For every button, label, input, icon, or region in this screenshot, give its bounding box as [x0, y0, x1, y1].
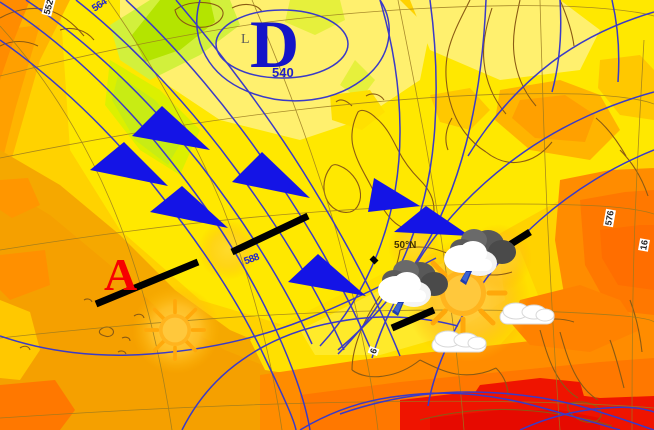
contour-label-16: 16	[638, 238, 650, 252]
sun-icon	[144, 299, 206, 361]
rain-cloud-icon	[378, 260, 448, 316]
low-pressure-marker-l: L	[241, 32, 250, 47]
cloud-icon	[431, 330, 487, 353]
cloud-icon	[499, 302, 555, 325]
low-pressure-marker-d: D	[250, 6, 300, 82]
low-pressure-value: 540	[272, 65, 294, 80]
rain-cloud-icon	[444, 229, 516, 285]
high-pressure-marker-a: A	[104, 249, 138, 300]
latitude-label-50n: 50°N	[394, 240, 417, 251]
